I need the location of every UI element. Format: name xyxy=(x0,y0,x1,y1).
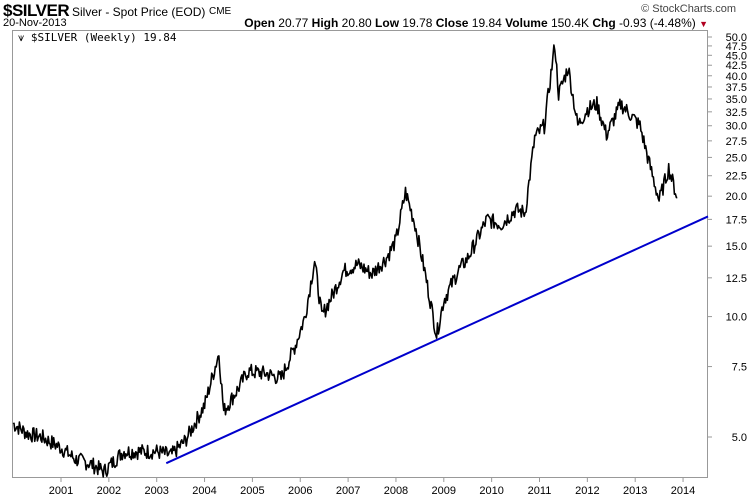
x-tick-label: 2002 xyxy=(97,485,121,497)
x-tick-label: 2005 xyxy=(240,485,264,497)
price-line xyxy=(12,44,678,478)
low-label: Low xyxy=(375,16,400,30)
high-value: 20.80 xyxy=(341,16,372,30)
symbol: $SILVER xyxy=(3,1,70,20)
y-tick-label: 30.0 xyxy=(726,121,747,133)
y-tick-label: 32.5 xyxy=(726,107,747,119)
y-tick-label: 35.0 xyxy=(726,94,747,106)
date: 20-Nov-2013 xyxy=(3,17,67,29)
x-tick-label: 2004 xyxy=(192,485,216,497)
exchange: CME xyxy=(209,6,232,17)
x-tick-label: 2007 xyxy=(336,485,360,497)
x-tick-label: 2012 xyxy=(575,485,599,497)
line-chart-icon: ⩛ xyxy=(18,31,25,44)
legend-label: $SILVER (Weekly) 19.84 xyxy=(30,31,177,44)
y-tick-label: 17.5 xyxy=(726,214,747,226)
y-tick-label: 37.5 xyxy=(726,82,747,94)
y-tick-label: 22.5 xyxy=(726,171,747,183)
chg-label: Chg xyxy=(592,16,616,30)
low-value: 19.78 xyxy=(402,16,433,30)
volume-value: 150.4K xyxy=(550,16,590,30)
high-label: High xyxy=(311,16,339,30)
open-value: 20.77 xyxy=(278,16,309,30)
y-tick-label: 40.0 xyxy=(726,71,747,83)
y-tick-label: 47.5 xyxy=(726,41,747,53)
x-tick-label: 2009 xyxy=(432,485,456,497)
x-tick-label: 2010 xyxy=(479,485,503,497)
plot-area xyxy=(12,30,708,478)
volume-label: Volume xyxy=(505,16,548,30)
close-value: 19.84 xyxy=(471,16,502,30)
description: Silver - Spot Price (EOD) xyxy=(72,5,206,19)
y-tick-label: 27.5 xyxy=(726,136,747,148)
y-tick-label: 7.5 xyxy=(732,362,747,374)
open-label: Open xyxy=(244,16,275,30)
y-tick-label: 25.0 xyxy=(726,152,747,164)
brand-logo: © StockCharts.com xyxy=(641,3,736,15)
x-tick-label: 2003 xyxy=(144,485,168,497)
y-tick-label: 12.5 xyxy=(726,273,747,285)
y-tick-label: 20.0 xyxy=(726,191,747,203)
legend: ⩛ $SILVER (Weekly) 19.84 xyxy=(18,31,177,45)
y-tick-label: 42.5 xyxy=(726,60,747,72)
y-tick-label: 5.0 xyxy=(732,432,747,444)
close-label: Close xyxy=(435,16,469,30)
y-tick-label: 15.0 xyxy=(726,241,747,253)
trendline xyxy=(165,215,709,465)
x-tick-label: 2001 xyxy=(49,485,73,497)
down-triangle-icon: ▼ xyxy=(699,19,708,29)
x-tick-label: 2008 xyxy=(384,485,408,497)
ohlc-bar: Open 20.77 High 20.80 Low 19.78 Close 19… xyxy=(244,16,708,30)
y-tick-label: 10.0 xyxy=(726,312,747,324)
x-tick-label: 2013 xyxy=(623,485,647,497)
x-tick-label: 2006 xyxy=(288,485,312,497)
x-tick-label: 2011 xyxy=(528,485,552,497)
x-tick-label: 2014 xyxy=(671,485,695,497)
y-tick-label: 50.0 xyxy=(726,32,747,44)
chg-value: -0.93 (-4.48%) xyxy=(619,16,696,30)
y-tick-label: 45.0 xyxy=(726,50,747,62)
